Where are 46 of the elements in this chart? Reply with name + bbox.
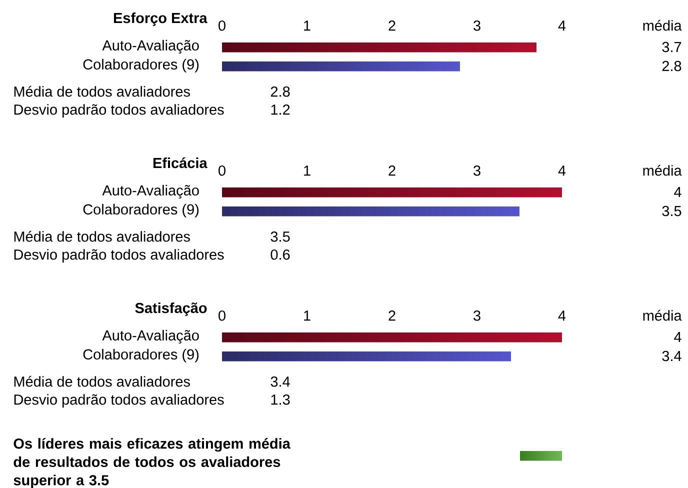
x-tick-label: 4 (558, 166, 566, 176)
text: 3.5 (270, 231, 290, 242)
text: Desvio padrão todos avaliadores (14, 394, 224, 408)
x-tick-label: 3 (474, 165, 480, 176)
text: 1.2 (271, 104, 290, 115)
x-tick-label: 0 (218, 165, 226, 176)
chart-title: Satisfação (135, 302, 207, 316)
data-label: 3.7 (662, 42, 682, 52)
x-tick-label: 2 (388, 20, 396, 31)
text: média (643, 310, 682, 321)
x-tick-label: 1 (304, 166, 310, 176)
y-tick-label: Auto-Avaliação (102, 40, 199, 54)
data-label: 4 (674, 187, 682, 198)
x-tick-label: 4 (558, 310, 566, 321)
text: Média de todos avaliadores (14, 376, 190, 387)
x-tick-label: 2 (388, 165, 396, 176)
data-label: 4 (674, 332, 682, 342)
text: média (643, 20, 682, 31)
chart-title: Eficácia (153, 157, 208, 168)
x-tick-label: 0 (218, 20, 226, 31)
y-tick-label: Auto-Avaliação (102, 330, 199, 344)
text: 0.6 (270, 249, 290, 260)
text: 3.4 (270, 376, 290, 387)
text: média (643, 164, 682, 176)
x-tick-label: 0 (218, 310, 226, 321)
text: Desvio padrão todos avaliadores (14, 104, 224, 118)
x-tick-label: 4 (558, 20, 566, 31)
y-tick-label: Colaboradores (9) (83, 348, 199, 362)
x-tick-label: 3 (474, 310, 480, 321)
chart-title: Esforço Extra (114, 12, 208, 26)
text: Média de todos avaliadores (14, 230, 190, 242)
y-tick-label: Auto-Avaliação (102, 184, 199, 198)
text: Desvio padrão todos avaliadores (14, 249, 224, 263)
data-label: 3.5 (662, 206, 682, 216)
x-tick-label: 1 (304, 310, 310, 321)
x-tick-label: 3 (474, 20, 480, 31)
data-label: 3.4 (662, 350, 682, 362)
y-tick-label: Colaboradores (9) (83, 58, 199, 72)
text: 2.8 (270, 86, 290, 97)
text: Os líderes mais eficazes atingem média de resultados de todos os avaliadores superior a 3.5 (14, 438, 290, 488)
x-tick-label: 2 (388, 310, 396, 321)
x-tick-label: 1 (304, 20, 310, 31)
text: 1.3 (271, 394, 290, 405)
text: Média de todos avaliadores (14, 86, 190, 97)
data-label: 2.8 (662, 60, 682, 72)
y-tick-label: Colaboradores (9) (83, 204, 199, 218)
